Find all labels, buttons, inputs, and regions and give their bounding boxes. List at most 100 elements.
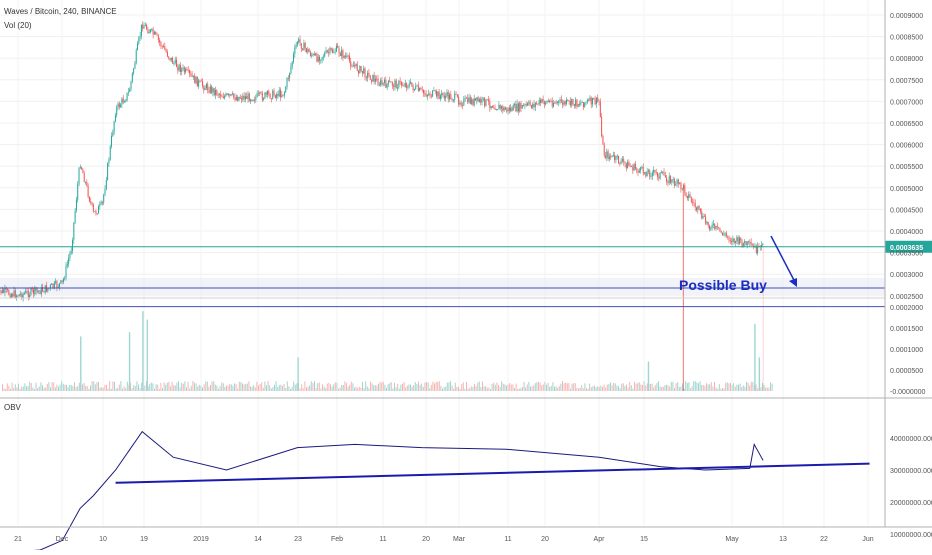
volume-bar: [501, 381, 502, 391]
volume-bar: [639, 382, 640, 391]
candle-body: [352, 67, 353, 68]
volume-bar: [568, 383, 569, 391]
candle-body: [548, 101, 549, 102]
candle-body: [11, 294, 12, 298]
candle-body: [513, 105, 514, 110]
volume-bar: [687, 383, 688, 391]
candle-body: [679, 183, 680, 184]
volume-bar: [727, 382, 728, 391]
candle-body: [300, 39, 301, 43]
candle-body: [549, 101, 550, 102]
candle-body: [136, 50, 137, 63]
volume-bar: [732, 385, 733, 391]
volume-bar: [152, 383, 153, 391]
candle-body: [30, 288, 31, 295]
candle-body: [332, 50, 333, 53]
volume-bar: [295, 385, 296, 391]
volume-bar: [287, 381, 288, 391]
volume-bar: [101, 387, 102, 391]
volume-bar: [40, 382, 41, 391]
candle-body: [381, 80, 382, 84]
candle-body: [306, 48, 307, 52]
volume-bar: [464, 389, 465, 391]
candle-body: [358, 71, 359, 74]
volume-bar: [114, 382, 115, 391]
volume-bar: [621, 384, 622, 391]
volume-bar: [252, 387, 253, 391]
volume-bar: [343, 385, 344, 391]
candle-body: [614, 155, 615, 160]
candle-body: [177, 67, 178, 70]
volume-bar: [669, 386, 670, 391]
volume-bar: [220, 386, 221, 391]
candle-body: [417, 85, 418, 86]
candle-body: [686, 193, 687, 196]
candle-body: [448, 92, 449, 99]
volume-bar: [292, 387, 293, 391]
candle-body: [475, 98, 476, 100]
candle-body: [115, 115, 116, 121]
volume-bar: [268, 381, 269, 391]
volume-bar: [471, 386, 472, 391]
candle-body: [509, 107, 510, 111]
volume-bar: [364, 388, 365, 391]
volume-bar: [194, 383, 195, 391]
price-tick-label: 0.0002500: [890, 294, 923, 301]
candle-body: [238, 97, 239, 101]
volume-bar: [468, 389, 469, 391]
obv-legend: OBV: [4, 403, 22, 412]
candle-body: [518, 104, 519, 112]
candle-body: [553, 103, 554, 107]
volume-bar: [607, 385, 608, 391]
candle-body: [562, 102, 563, 104]
volume-bar: [594, 386, 595, 391]
candle-body: [696, 207, 697, 210]
candle-body: [580, 103, 581, 105]
candle-body: [641, 167, 642, 168]
volume-bar: [543, 385, 544, 391]
volume-bar: [440, 386, 441, 391]
candle-body: [43, 291, 44, 292]
volume-bar: [671, 382, 672, 391]
candle-body: [85, 182, 86, 183]
candle-body: [298, 39, 299, 42]
candle-body: [119, 103, 120, 107]
volume-bar: [645, 386, 646, 391]
volume-bar: [60, 385, 61, 391]
volume-bar: [564, 383, 565, 391]
candle-body: [453, 100, 454, 101]
candle-body: [263, 98, 264, 99]
volume-bar: [272, 387, 273, 391]
candle-body: [383, 83, 384, 85]
candle-body: [675, 185, 676, 186]
volume-bar: [583, 389, 584, 391]
candle-body: [19, 294, 20, 296]
candle-body: [573, 99, 574, 104]
candle-body: [742, 240, 743, 247]
candle-body: [374, 75, 375, 82]
candle-body: [367, 73, 368, 78]
volume-bar: [76, 387, 77, 391]
candle-body: [309, 49, 310, 52]
candle-body: [601, 117, 602, 136]
candle-body: [176, 60, 177, 67]
volume-bar: [405, 387, 406, 391]
volume-bar: [437, 382, 438, 391]
candle-body: [730, 241, 731, 242]
candle-body: [102, 202, 103, 203]
volume-bar: [408, 385, 409, 391]
volume-bar: [348, 387, 349, 391]
candle-body: [528, 102, 529, 103]
volume-spike: [759, 357, 760, 391]
volume-bar: [556, 387, 557, 391]
volume-bar: [186, 387, 187, 391]
candle-body: [458, 97, 459, 105]
volume-bar: [493, 383, 494, 391]
candle-body: [691, 197, 692, 201]
candle-body: [667, 182, 668, 183]
volume-bar: [472, 387, 473, 391]
candle-body: [718, 227, 719, 228]
candle-body: [535, 103, 536, 107]
candle-body: [710, 228, 711, 230]
